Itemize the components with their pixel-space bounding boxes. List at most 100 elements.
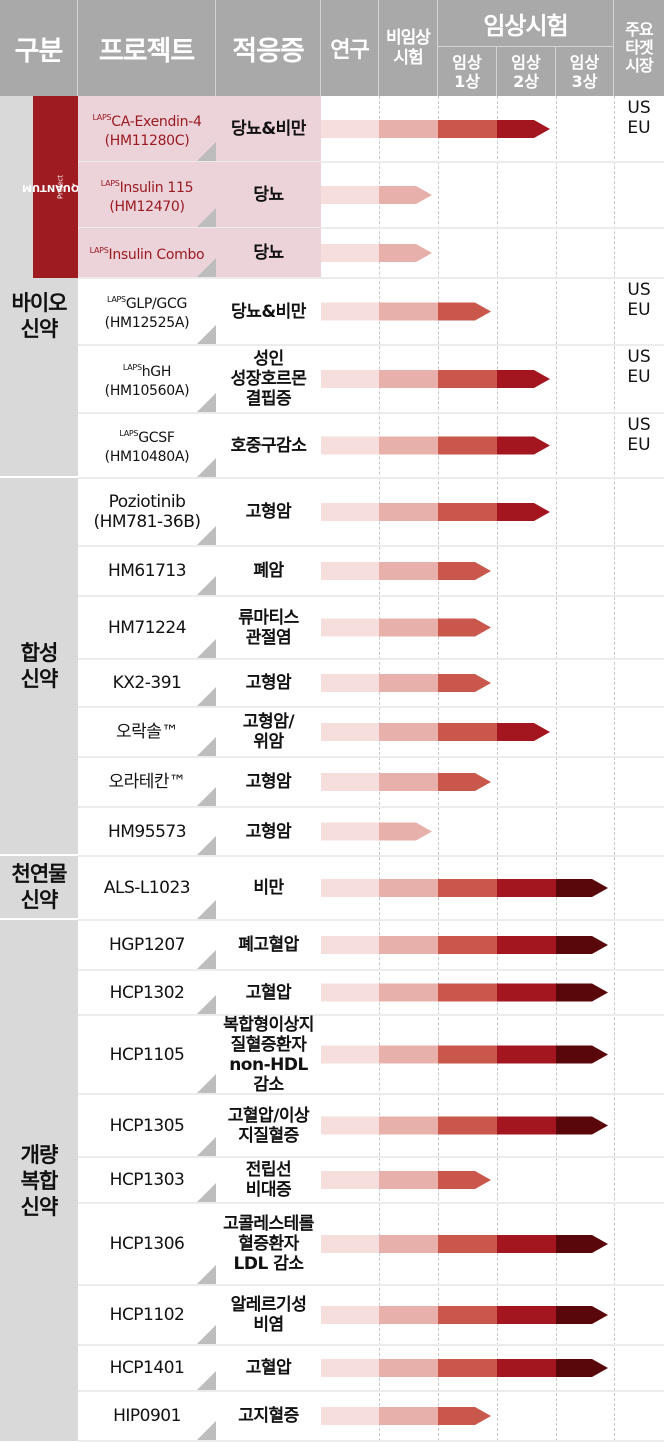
indication-line: 지질혈증 — [238, 1125, 299, 1146]
project-name: HGP1207 — [109, 935, 185, 955]
header-research: 연구 — [321, 0, 379, 96]
project-name: KX2-391 — [112, 673, 182, 693]
bar-segment-phase1 — [438, 618, 491, 637]
bar-segment-phase2 — [497, 120, 550, 138]
header-category-label: 구분 — [14, 35, 64, 67]
indication-line: 위암 — [253, 732, 284, 752]
corner-triangle — [196, 1137, 216, 1157]
category-bio-line1: 바이오 — [11, 291, 68, 315]
project-name: HM61713 — [107, 561, 187, 581]
project-name: HIP0901 — [113, 1406, 181, 1426]
indication-line: 고형암 — [245, 821, 292, 842]
project-prefix: LAPS — [122, 362, 142, 372]
corner-triangle — [196, 995, 216, 1015]
market-cell: US EU — [614, 413, 664, 457]
row-separator — [78, 706, 664, 708]
header-market: 주요 타겟 시장 — [614, 0, 664, 96]
indication-line: 고혈압 — [245, 982, 292, 1003]
project-name: Insulin Combo — [108, 247, 205, 263]
header-project: 프로젝트 — [78, 0, 216, 96]
project-cell: HM71224 — [78, 596, 216, 659]
bar-segment-phase1 — [438, 773, 491, 791]
corner-triangle — [196, 639, 216, 659]
indication-line: 당뇨&비만 — [231, 119, 306, 139]
bar-segment-research — [321, 674, 379, 692]
bar-segment-phase3 — [556, 1359, 608, 1377]
quantum-label: QUANTUM Project — [22, 96, 79, 278]
indication-cell: 알레르기성 비염 — [216, 1285, 321, 1345]
indication-line: 알레르기성 — [230, 1295, 307, 1315]
category-improved-line1: 개량 — [20, 1142, 59, 1167]
indication-cell: 고콜레스테롤 혈증환자 LDL 감소 — [216, 1203, 321, 1285]
project-name: HCP1305 — [109, 1115, 185, 1136]
project-cell: LAPSGCSF (HM10480A) — [78, 413, 216, 478]
corner-triangle — [196, 458, 216, 478]
market-label: EU — [627, 300, 651, 320]
bar-segment-preclinical — [379, 1407, 438, 1425]
bar-segment-preclinical — [379, 562, 438, 580]
bar-segment-phase1 — [438, 302, 491, 321]
indication-line: 당뇨 — [253, 243, 284, 263]
bar-segment-phase2 — [497, 1116, 556, 1135]
bar-segment-research — [321, 1306, 379, 1324]
market-label: EU — [627, 118, 651, 138]
row-separator — [78, 1014, 664, 1016]
header-project-label: 프로젝트 — [98, 35, 195, 67]
project-cell: LAPSInsulin 115 (HM12470) — [78, 162, 216, 228]
indication-line: 고형암 — [245, 772, 292, 792]
project-name: hGH — [141, 363, 172, 380]
bar-segment-preclinical — [379, 983, 438, 1002]
bar-segment-preclinical — [379, 1235, 438, 1253]
bar-segment-research — [321, 879, 379, 897]
header-preclinical: 비임상 시험 — [379, 0, 438, 96]
market-cell: US EU — [614, 96, 664, 140]
project-name: Poziotinib — [108, 492, 186, 512]
row-separator — [78, 1390, 664, 1392]
bar-segment-preclinical — [379, 674, 438, 692]
header-market-line2: 타겟 — [625, 38, 653, 57]
bar-segment-phase1 — [438, 1171, 491, 1189]
divider-preclinical — [438, 96, 439, 1441]
indication-cell: 고형암 — [216, 757, 321, 807]
row-separator — [78, 1156, 664, 1158]
row-separator — [78, 161, 664, 163]
bar-segment-phase3 — [556, 983, 608, 1002]
category-synthetic-line2: 신약 — [20, 667, 59, 691]
bar-segment-phase3 — [556, 936, 608, 954]
indication-line: non-HDL — [229, 1054, 308, 1075]
project-code: (HM10480A) — [104, 449, 190, 465]
row-separator — [78, 969, 664, 971]
category-improved: 개량 복합 신약 — [0, 920, 78, 1441]
indication-cell: 고혈압/이상 지질혈증 — [216, 1094, 321, 1157]
row-separator — [78, 545, 664, 547]
project-cell: HCP1105 — [78, 1015, 216, 1094]
project-name: ALS-L1023 — [103, 878, 191, 898]
indication-line: 복합형이상지 — [223, 1014, 314, 1035]
bar-segment-phase3 — [556, 1306, 608, 1324]
bar-segment-research — [321, 302, 379, 321]
corner-triangle — [196, 900, 216, 920]
indication-line: 전립선 — [245, 1160, 292, 1180]
category-natural-line2: 신약 — [20, 888, 59, 912]
bar-segment-research — [321, 436, 379, 455]
corner-triangle — [196, 1183, 216, 1203]
header-research-label: 연구 — [330, 38, 369, 63]
row-separator — [78, 756, 664, 758]
indication-line: 비대증 — [245, 1180, 292, 1200]
bar-segment-phase2 — [497, 1359, 556, 1377]
indication-cell: 폐고혈압 — [216, 920, 321, 970]
bar-segment-phase3 — [556, 879, 608, 897]
bar-segment-phase2 — [497, 1235, 556, 1253]
project-cell: HCP1401 — [78, 1345, 216, 1391]
bar-segment-preclinical — [379, 822, 432, 841]
project-name: HM95573 — [107, 821, 187, 842]
bar-segment-research — [321, 936, 379, 954]
indication-line: 비만 — [253, 878, 284, 898]
indication-cell: 고형암/위암 — [216, 707, 321, 757]
project-cell: KX2-391 — [78, 659, 216, 707]
row-separator — [78, 919, 664, 921]
project-cell: LAPSGLP/GCG (HM12525A) — [78, 278, 216, 345]
bar-segment-research — [321, 186, 379, 204]
header-phase1-line2: 1상 — [454, 71, 480, 91]
bar-segment-phase2 — [497, 370, 550, 388]
